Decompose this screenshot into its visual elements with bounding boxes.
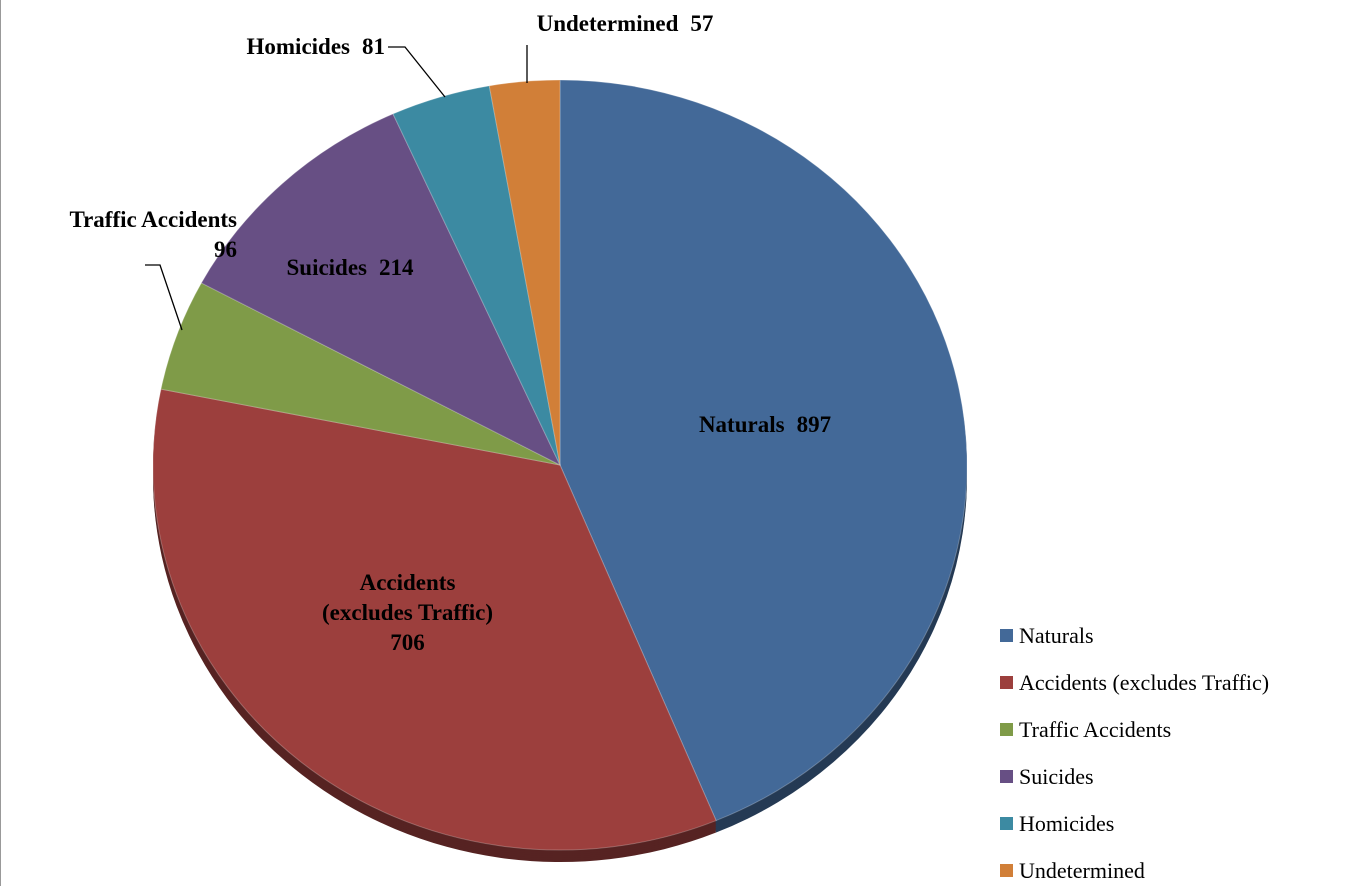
- leader-line: [388, 46, 446, 98]
- legend-item: Accidents (excludes Traffic): [1000, 670, 1269, 696]
- data-label-name: Undetermined: [536, 11, 679, 36]
- data-label-name: Traffic Accidents: [69, 207, 237, 232]
- data-label: Undetermined 57: [480, 9, 770, 39]
- legend-item: Undetermined: [1000, 858, 1145, 884]
- slice: [152, 388, 717, 851]
- data-label: Traffic Accidents 96: [5, 205, 237, 265]
- legend-swatch: [1000, 817, 1013, 830]
- data-label-value: 57: [690, 11, 714, 36]
- data-label: Accidents (excludes Traffic) 706: [315, 568, 500, 658]
- data-label-name: Accidents (excludes Traffic): [322, 570, 493, 625]
- legend-item: Traffic Accidents: [1000, 717, 1171, 743]
- legend-swatch: [1000, 723, 1013, 736]
- data-label-name: Homicides: [246, 34, 351, 59]
- data-label-value: 897: [796, 412, 832, 437]
- data-label: Naturals 897: [660, 410, 870, 440]
- legend-label: Accidents (excludes Traffic): [1019, 670, 1270, 695]
- legend-label: Naturals: [1019, 623, 1094, 648]
- slice: [559, 79, 968, 822]
- slice: [160, 282, 561, 466]
- legend-swatch: [1000, 629, 1013, 642]
- data-label-name: Suicides: [286, 255, 368, 280]
- data-label: Homicides 81: [150, 32, 386, 62]
- slice: [488, 79, 561, 466]
- data-label-value: 706: [390, 630, 425, 655]
- legend-item: Homicides: [1000, 811, 1114, 837]
- legend-label: Homicides: [1019, 811, 1115, 836]
- legend-swatch: [1000, 676, 1013, 689]
- legend-swatch: [1000, 770, 1013, 783]
- slice: [200, 113, 562, 467]
- data-label-value: 96: [214, 237, 237, 262]
- legend-item: Suicides: [1000, 764, 1094, 790]
- slice: [392, 85, 561, 466]
- legend-label: Suicides: [1019, 764, 1094, 789]
- data-label-value: 214: [379, 255, 414, 280]
- legend-swatch: [1000, 864, 1013, 877]
- leader-line: [145, 264, 183, 331]
- data-label: Suicides 214: [245, 253, 455, 283]
- frame-edge: [0, 0, 1, 886]
- legend-label: Traffic Accidents: [1019, 717, 1172, 742]
- data-label-value: 81: [362, 34, 385, 59]
- legend-item: Naturals: [1000, 623, 1094, 649]
- data-label-name: Naturals: [698, 412, 785, 437]
- legend-label: Undetermined: [1019, 858, 1145, 883]
